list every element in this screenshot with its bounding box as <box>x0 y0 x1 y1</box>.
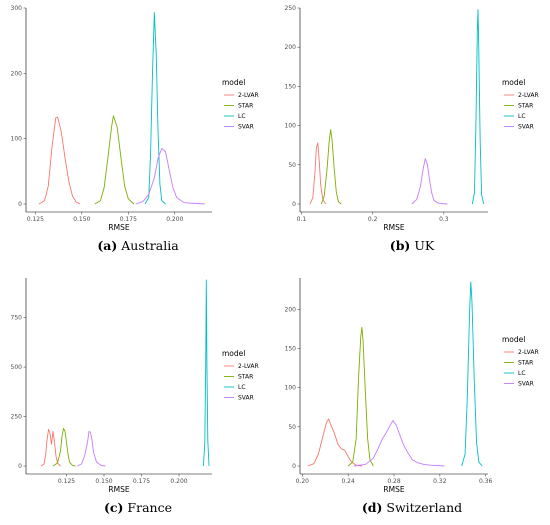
legend-label: 2-LVAR <box>238 92 259 99</box>
legend-label: STAR <box>518 360 533 367</box>
x-tick-label: 0.175 <box>120 216 137 223</box>
caption-letter: (b) <box>389 238 411 253</box>
panel-caption: (c) France <box>104 500 172 515</box>
x-axis-title: RMSE <box>108 485 129 494</box>
caption-country: France <box>123 500 172 515</box>
y-tick-label: 50 <box>288 424 296 431</box>
x-tick-label: 0.1 <box>297 216 307 223</box>
x-tick-label: 0.32 <box>433 478 447 485</box>
y-tick-label: 50 <box>288 162 296 169</box>
density-curve-star <box>94 115 135 205</box>
density-curve-2-lvar <box>38 116 81 205</box>
legend-label: LC <box>518 370 526 377</box>
legend-label: SVAR <box>518 381 534 388</box>
density-curve-2-lvar <box>307 418 362 467</box>
legend-title: model <box>222 78 245 87</box>
legend-label: SVAR <box>518 124 534 131</box>
y-tick-label: 100 <box>11 136 23 143</box>
caption-country: UK <box>410 238 435 253</box>
x-tick-label: 0.200 <box>166 216 183 223</box>
legend-label: LC <box>238 384 246 391</box>
caption-country: Australia <box>117 238 179 253</box>
density-curve-svar <box>135 148 205 205</box>
y-tick-label: 0 <box>292 201 296 208</box>
legend-label: LC <box>518 113 526 120</box>
density-panel: 0 50 100 150 200 0.20 0.24 0.28 0.32 0.36 RMSE mode… <box>285 278 539 494</box>
y-tick-label: 150 <box>285 83 297 90</box>
x-tick-label: 0.28 <box>387 478 401 485</box>
legend-label: STAR <box>238 103 253 110</box>
y-tick-label: 500 <box>11 364 23 371</box>
density-curve-lc <box>461 281 483 467</box>
legend-label: SVAR <box>238 395 254 402</box>
caption-country: Switzerland <box>382 500 463 515</box>
x-axis-title: RMSE <box>383 223 404 232</box>
x-tick-label: 0.175 <box>133 478 150 485</box>
y-tick-label: 750 <box>11 315 23 322</box>
legend-label: 2-LVAR <box>238 363 259 370</box>
density-curve-star <box>347 326 374 467</box>
legend: model 2-LVAR STAR LC SVAR <box>222 349 259 402</box>
legend-label: STAR <box>238 374 253 381</box>
y-tick-label: 0 <box>292 463 296 470</box>
density-curve-lc <box>203 279 210 467</box>
y-tick-label: 0 <box>18 463 22 470</box>
density-curve-star <box>52 427 76 467</box>
legend: model 2-LVAR STAR LC SVAR <box>502 78 539 131</box>
y-tick-label: 250 <box>285 5 297 12</box>
x-tick-label: 0.36 <box>479 478 493 485</box>
x-axis-title: RMSE <box>383 485 404 494</box>
density-panel: 0 100 200 300 0.125 0.150 0.175 0.200 RMSE model 2… <box>11 5 259 232</box>
density-curve-2-lvar <box>309 142 327 205</box>
x-tick-label: 0.2 <box>368 216 378 223</box>
density-curve-svar <box>411 158 448 205</box>
x-tick-label: 0.150 <box>95 478 112 485</box>
density-panel: 0 250 500 750 0.125 0.150 0.175 0.200 RMSE model 2… <box>11 278 259 494</box>
x-tick-label: 0.125 <box>58 478 75 485</box>
density-curve-star <box>320 129 342 205</box>
legend-label: LC <box>238 113 246 120</box>
legend-label: 2-LVAR <box>518 92 539 99</box>
y-tick-label: 0 <box>18 201 22 208</box>
density-curve-svar <box>353 420 445 467</box>
legend-label: SVAR <box>238 124 254 131</box>
x-axis-title: RMSE <box>108 223 129 232</box>
legend-title: model <box>222 349 245 358</box>
y-tick-label: 300 <box>11 5 23 12</box>
legend-title: model <box>502 78 525 87</box>
density-curve-2-lvar <box>40 428 61 467</box>
legend-title: model <box>502 335 525 344</box>
y-tick-label: 100 <box>285 385 297 392</box>
legend: model 2-LVAR STAR LC SVAR <box>502 335 539 388</box>
density-curve-lc <box>471 9 485 205</box>
caption-letter: (a) <box>97 238 118 253</box>
x-tick-label: 0.150 <box>73 216 90 223</box>
density-panel: 0 50 100 150 200 250 0.1 0.2 0.3 RMSE model 2-LVAR S… <box>285 5 539 232</box>
x-tick-label: 0.20 <box>296 478 310 485</box>
density-curve-svar <box>76 430 106 467</box>
legend-label: STAR <box>518 103 533 110</box>
legend: model 2-LVAR STAR LC SVAR <box>222 78 259 131</box>
y-tick-label: 100 <box>285 123 297 130</box>
y-tick-label: 200 <box>11 70 23 77</box>
panel-caption: (a) Australia <box>97 238 178 253</box>
x-tick-label: 0.24 <box>341 478 355 485</box>
x-tick-label: 0.200 <box>170 478 187 485</box>
panel-caption: (d) Switzerland <box>362 500 462 515</box>
panel-caption: (b) UK <box>390 238 434 253</box>
y-tick-label: 200 <box>285 44 297 51</box>
y-tick-label: 200 <box>285 306 297 313</box>
x-tick-label: 0.125 <box>27 216 44 223</box>
x-tick-label: 0.3 <box>439 216 449 223</box>
y-tick-label: 250 <box>11 414 23 421</box>
y-tick-label: 150 <box>285 346 297 353</box>
legend-label: 2-LVAR <box>518 349 539 356</box>
density-curve-lc <box>144 12 166 205</box>
caption-letter: (d) <box>361 500 383 515</box>
caption-letter: (c) <box>104 500 124 515</box>
